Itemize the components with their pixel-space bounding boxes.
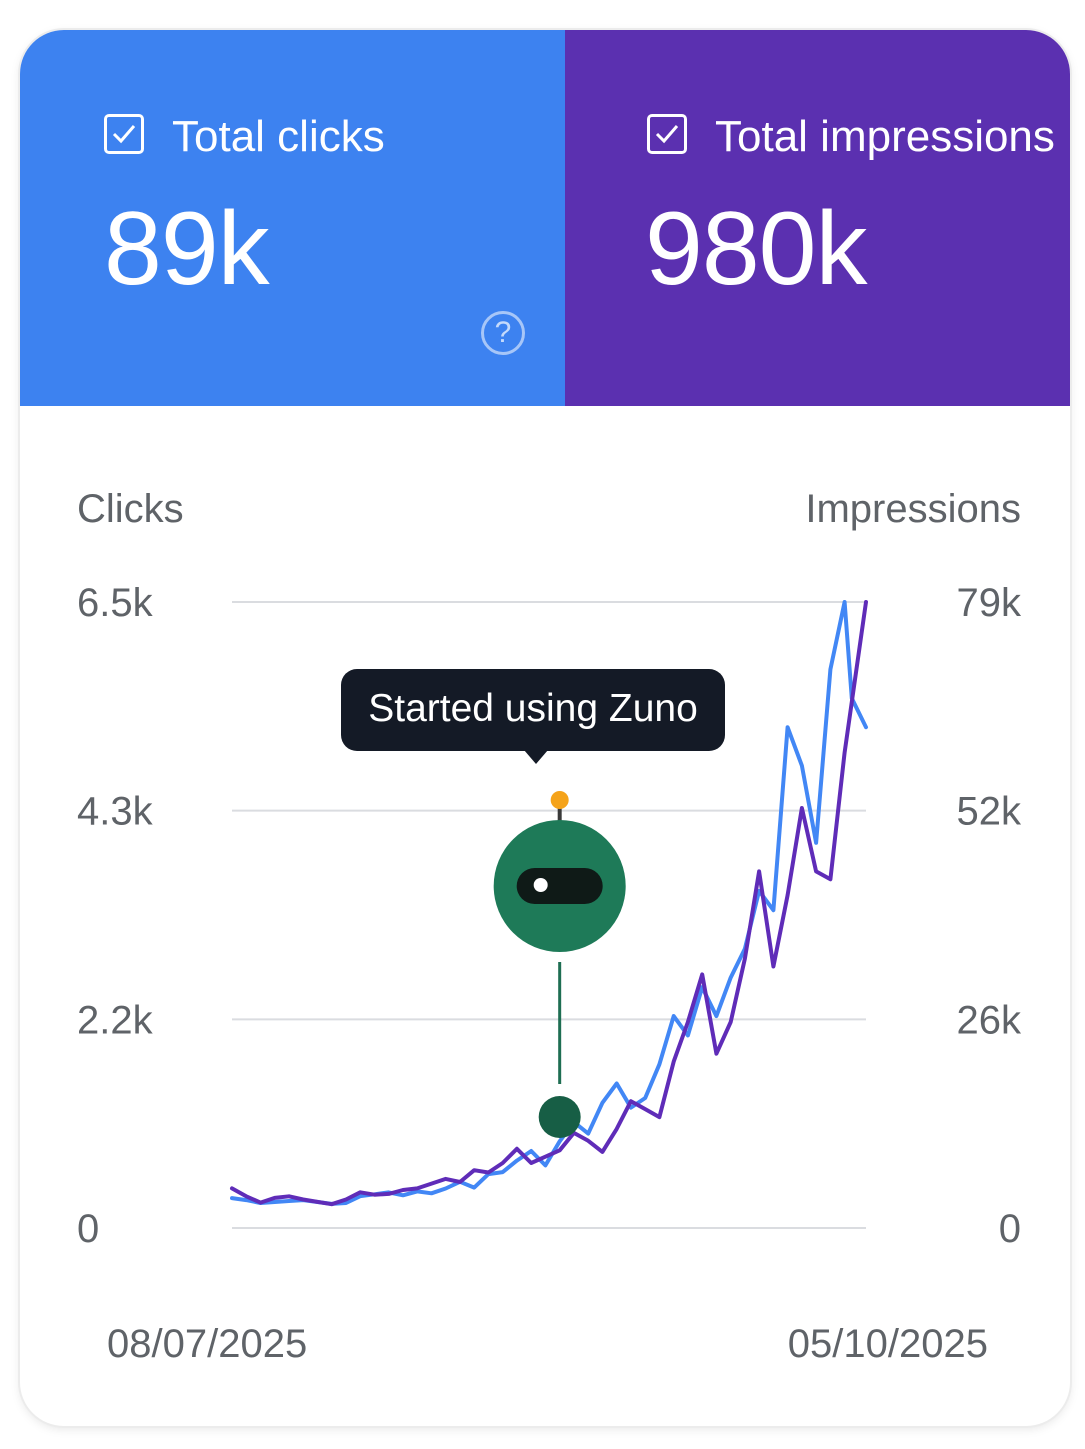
total-clicks-label: Total clicks: [172, 112, 385, 161]
annotation-dot: [538, 1096, 581, 1138]
total-impressions-value: 980k: [645, 191, 868, 307]
robot-mascot-icon: [493, 791, 626, 952]
total-impressions-tile[interactable]: Total impressions 980k: [565, 30, 1070, 406]
total-clicks-tile[interactable]: Total clicks 89k ?: [20, 30, 565, 406]
y-right-tick-label: 79k: [957, 581, 1022, 625]
y-right-tick-label: 52k: [957, 790, 1022, 834]
y-left-axis-title: Clicks: [77, 487, 184, 531]
impressions-series-line: [230, 600, 868, 1207]
robot-antenna-tip: [550, 791, 569, 809]
y-left-tick-label: 6.5k: [77, 581, 154, 625]
annotation-tooltip: Started using Zuno: [341, 669, 725, 751]
x-end-tick-label: 05/10/2025: [788, 1322, 988, 1366]
checkbox-checked-icon[interactable]: [647, 114, 687, 154]
y-left-tick-label: 4.3k: [77, 790, 154, 834]
annotation-tooltip-arrow: [524, 750, 548, 764]
total-clicks-value: 89k: [104, 191, 270, 307]
x-start-tick-label: 08/07/2025: [107, 1322, 307, 1366]
y-right-tick-label: 0: [999, 1207, 1021, 1251]
y-right-tick-label: 26k: [957, 998, 1022, 1042]
y-left-tick-label: 2.2k: [77, 998, 154, 1042]
y-left-tick-label: 0: [77, 1207, 99, 1251]
y-right-axis-title: Impressions: [805, 487, 1021, 531]
performance-card: Total clicks 89k ? Total impressions 980…: [20, 30, 1070, 1426]
total-impressions-label: Total impressions: [715, 112, 1055, 161]
robot-visor: [516, 868, 603, 904]
help-icon[interactable]: ?: [481, 311, 525, 355]
robot-eye: [533, 878, 548, 892]
checkbox-checked-icon[interactable]: [104, 114, 144, 154]
